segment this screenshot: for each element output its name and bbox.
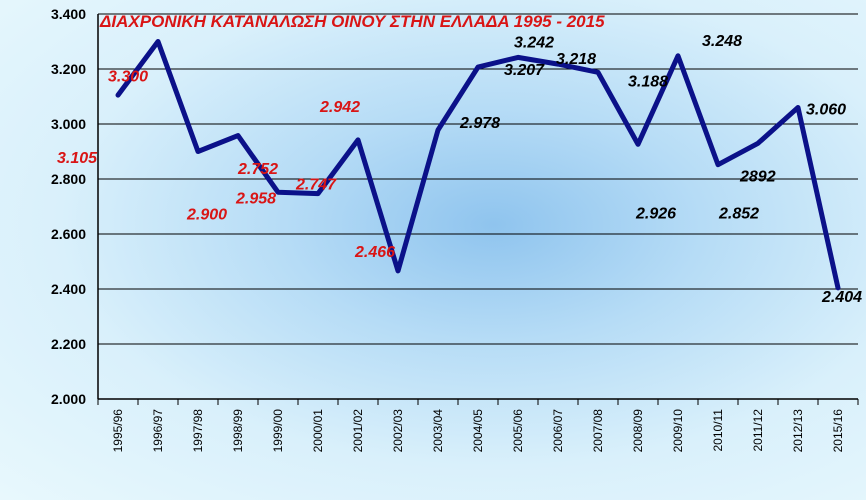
data-label: 2.752 (237, 161, 278, 178)
data-label: 3.188 (628, 73, 668, 90)
data-label: 2.404 (821, 289, 862, 306)
x-tick-label: 2004/05 (471, 409, 485, 453)
data-label: 2.958 (235, 191, 276, 208)
y-tick-label: 2.200 (51, 336, 86, 352)
x-tick-label: 2003/04 (431, 409, 445, 453)
data-label: 2.747 (295, 177, 337, 194)
x-tick-label: 2001/02 (351, 409, 365, 453)
data-labels: 3.105 3.300 2.900 2.958 2.752 2.747 2.942 2.466… (57, 33, 862, 306)
y-tick-label: 2.000 (51, 391, 86, 407)
x-tick-label: 2012/13 (791, 409, 805, 453)
data-label: 3.218 (556, 51, 596, 68)
data-label: 2.900 (186, 207, 227, 224)
y-tick-label: 2.800 (51, 171, 86, 187)
x-tick-label: 1995/96 (111, 409, 125, 453)
x-tick-label: 1996/97 (151, 409, 165, 453)
data-label: 3.105 (57, 150, 98, 167)
y-tick-label: 3.400 (51, 6, 86, 22)
x-tick-label: 2000/01 (311, 409, 325, 453)
x-tick-label: 2010/11 (711, 409, 725, 452)
x-tick-label: 2008/09 (631, 409, 645, 453)
data-label: 3.242 (514, 34, 554, 51)
series-line (115, 39, 841, 291)
x-tick-labels: 1995/96 1996/97 1997/98 1998/99 1999/00 2000/… (111, 409, 845, 453)
data-label: 2.852 (718, 206, 759, 223)
y-tick-label: 3.200 (51, 61, 86, 77)
x-tick-label: 2007/08 (591, 409, 605, 453)
x-tick-label: 2002/03 (391, 409, 405, 453)
data-label: 2.978 (459, 115, 500, 132)
gridlines (98, 13, 858, 400)
x-tick-label: 2006/07 (551, 409, 565, 453)
data-label: 3.300 (108, 69, 148, 86)
x-tick-label: 2015/16 (831, 409, 845, 453)
y-tick-label: 2.600 (51, 226, 86, 242)
axes (97, 14, 859, 405)
data-label: 2.466 (354, 244, 395, 261)
y-tick-label: 3.000 (51, 116, 86, 132)
data-label: 2892 (739, 168, 776, 185)
data-label: 3.248 (702, 33, 742, 50)
x-tick-label: 2011/12 (751, 409, 765, 452)
data-label: 2.926 (635, 205, 676, 222)
x-tick-label: 1997/98 (191, 409, 205, 453)
data-label: 3.060 (806, 102, 846, 119)
y-tick-label: 2.400 (51, 281, 86, 297)
x-tick-label: 1998/99 (231, 409, 245, 453)
x-tick-label: 1999/00 (271, 409, 285, 453)
x-tick-label: 2009/10 (671, 409, 685, 453)
chart-title: ΔΙΑΧΡΟΝΙΚΗ ΚΑΤΑΝΑΛΩΣΗ ΟΙΝΟΥ ΣΤΗΝ ΕΛΛΑΔΑ … (99, 12, 605, 31)
y-tick-labels: 2.000 2.200 2.400 2.600 2.800 3.000 3.200 3.400 (51, 6, 86, 407)
data-label: 2.942 (319, 99, 360, 116)
data-label: 3.207 (504, 62, 545, 79)
x-tick-label: 2005/06 (511, 409, 525, 453)
